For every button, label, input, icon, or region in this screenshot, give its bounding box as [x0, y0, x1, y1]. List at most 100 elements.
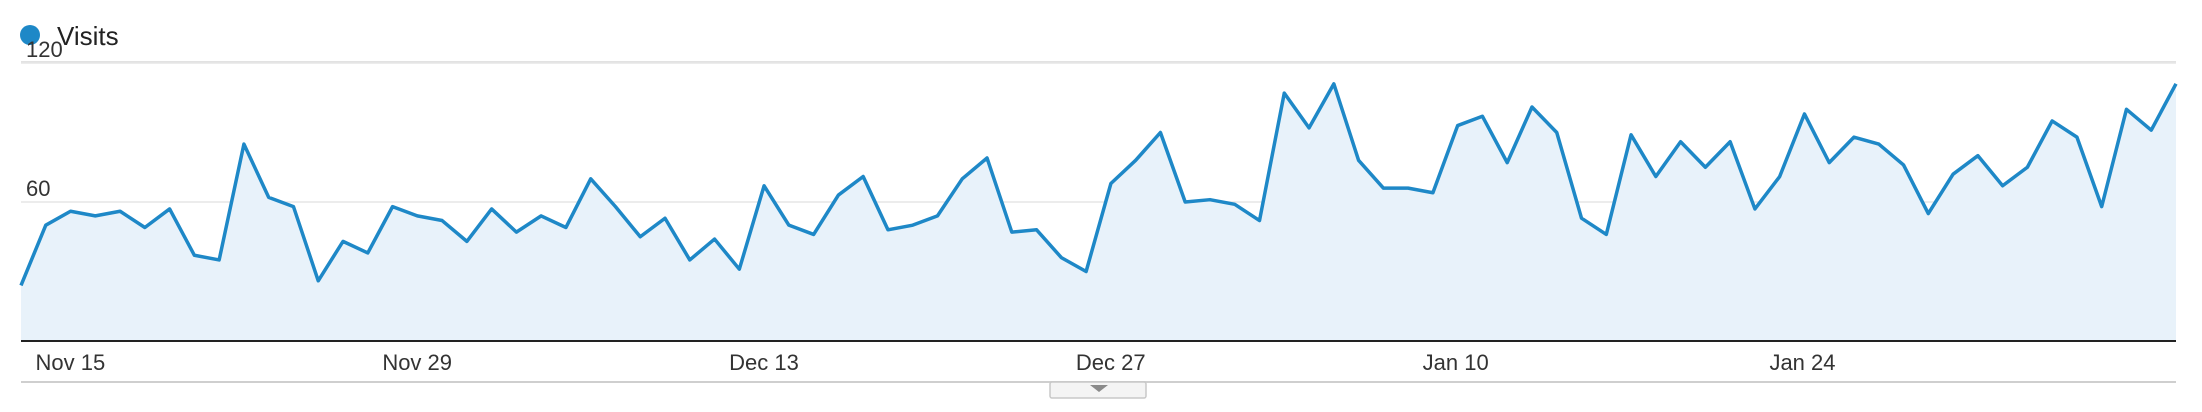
data-point[interactable] — [1949, 170, 1957, 178]
data-point[interactable] — [587, 175, 595, 183]
data-point[interactable] — [215, 256, 223, 264]
data-point[interactable] — [1404, 184, 1412, 192]
data-point[interactable] — [1974, 152, 1982, 160]
data-point[interactable] — [909, 221, 917, 229]
data-point[interactable] — [1429, 189, 1437, 197]
legend[interactable]: Visits — [20, 21, 119, 51]
data-point[interactable] — [859, 173, 867, 181]
visits-series-line[interactable] — [19, 82, 2178, 287]
data-point[interactable] — [190, 251, 198, 259]
data-point[interactable] — [686, 256, 694, 264]
data-point[interactable] — [463, 237, 471, 245]
data-point[interactable] — [760, 182, 768, 190]
data-point[interactable] — [636, 233, 644, 241]
data-point[interactable] — [537, 212, 545, 220]
data-point[interactable] — [1082, 268, 1090, 276]
expand-toggle[interactable] — [1049, 381, 1147, 399]
data-point[interactable] — [2073, 133, 2081, 141]
data-point[interactable] — [1900, 161, 1908, 169]
visits-area-fill — [21, 83, 2176, 341]
data-point[interactable] — [2048, 117, 2056, 125]
data-point[interactable] — [1008, 228, 1016, 236]
data-point[interactable] — [2147, 126, 2155, 134]
data-point[interactable] — [562, 223, 570, 231]
data-point[interactable] — [1701, 163, 1709, 171]
data-point[interactable] — [1503, 159, 1511, 167]
data-point[interactable] — [711, 235, 719, 243]
data-point[interactable] — [1528, 103, 1536, 111]
data-point[interactable] — [1602, 230, 1610, 238]
data-point[interactable] — [1206, 196, 1214, 204]
data-point[interactable] — [1924, 210, 1932, 218]
data-point[interactable] — [1107, 179, 1115, 187]
data-point[interactable] — [364, 249, 372, 257]
data-point[interactable] — [339, 237, 347, 245]
data-point[interactable] — [2122, 105, 2130, 113]
data-point[interactable] — [1379, 184, 1387, 192]
data-point[interactable] — [42, 221, 50, 229]
data-point[interactable] — [488, 205, 496, 213]
data-point[interactable] — [983, 154, 991, 162]
data-point[interactable] — [884, 226, 892, 234]
y-tick-label: 60 — [26, 176, 50, 201]
data-point[interactable] — [1553, 129, 1561, 137]
data-point[interactable] — [91, 212, 99, 220]
data-point[interactable] — [1305, 124, 1313, 132]
data-point[interactable] — [314, 277, 322, 285]
data-point[interactable] — [1057, 254, 1065, 262]
x-tick-label: Nov 15 — [36, 350, 106, 375]
data-point[interactable] — [661, 214, 669, 222]
data-point[interactable] — [512, 228, 520, 236]
data-point[interactable] — [1776, 173, 1784, 181]
data-point[interactable] — [785, 221, 793, 229]
data-point[interactable] — [1800, 110, 1808, 118]
data-point[interactable] — [413, 212, 421, 220]
data-point[interactable] — [240, 140, 248, 148]
data-point[interactable] — [1478, 112, 1486, 120]
data-point[interactable] — [1751, 205, 1759, 213]
data-point[interactable] — [958, 175, 966, 183]
chevron-down-icon — [1090, 385, 1108, 392]
data-point[interactable] — [1875, 140, 1883, 148]
legend-marker-icon — [20, 25, 40, 45]
data-point[interactable] — [1578, 214, 1586, 222]
x-tick-label: Dec 13 — [729, 350, 799, 375]
data-point[interactable] — [67, 207, 75, 215]
data-point[interactable] — [116, 207, 124, 215]
data-point[interactable] — [141, 223, 149, 231]
data-point[interactable] — [265, 193, 273, 201]
data-point[interactable] — [611, 203, 619, 211]
data-point[interactable] — [1652, 173, 1660, 181]
data-point[interactable] — [2172, 80, 2180, 88]
data-point[interactable] — [1677, 138, 1685, 146]
data-point[interactable] — [17, 281, 25, 289]
data-point[interactable] — [933, 212, 941, 220]
data-point[interactable] — [834, 191, 842, 199]
data-point[interactable] — [1256, 217, 1264, 225]
data-point[interactable] — [1627, 131, 1635, 139]
data-point[interactable] — [1999, 182, 2007, 190]
data-point[interactable] — [1330, 80, 1338, 88]
legend-label: Visits — [57, 21, 119, 51]
data-point[interactable] — [1132, 156, 1140, 164]
data-point[interactable] — [1033, 226, 1041, 234]
data-point[interactable] — [166, 205, 174, 213]
data-point[interactable] — [810, 230, 818, 238]
data-point[interactable] — [1454, 122, 1462, 130]
data-point[interactable] — [2098, 203, 2106, 211]
data-point[interactable] — [438, 217, 446, 225]
data-point[interactable] — [1231, 200, 1239, 208]
y-tick-label: 120 — [26, 37, 63, 62]
data-point[interactable] — [1156, 129, 1164, 137]
data-point[interactable] — [1825, 159, 1833, 167]
data-point[interactable] — [1726, 138, 1734, 146]
data-point[interactable] — [289, 203, 297, 211]
data-point[interactable] — [1850, 133, 1858, 141]
data-point[interactable] — [1355, 156, 1363, 164]
data-point[interactable] — [389, 203, 397, 211]
data-point[interactable] — [735, 265, 743, 273]
data-point[interactable] — [2023, 163, 2031, 171]
data-point[interactable] — [1181, 198, 1189, 206]
data-point[interactable] — [1280, 89, 1288, 97]
